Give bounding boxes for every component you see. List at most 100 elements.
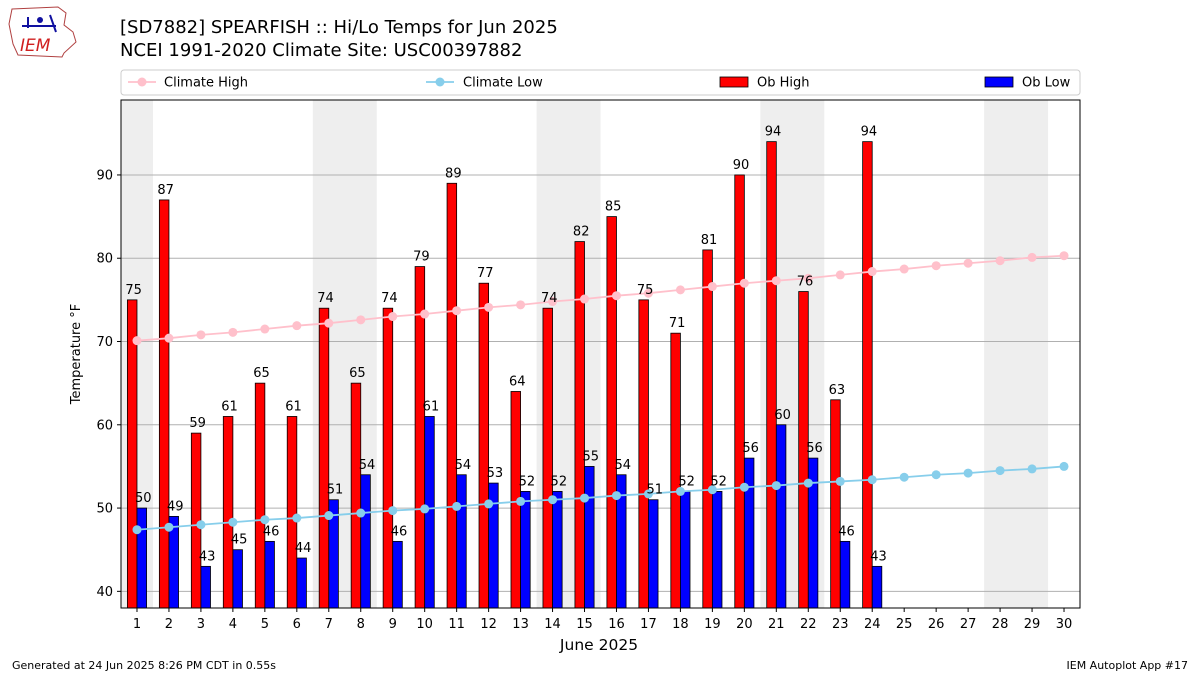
climate-low-point — [899, 472, 909, 482]
climate-low-point — [516, 496, 526, 506]
climate-high-point — [228, 327, 238, 337]
climate-high-point — [484, 302, 494, 312]
high-label: 81 — [701, 233, 718, 248]
low-label: 46 — [838, 524, 855, 539]
generated-timestamp: Generated at 24 Jun 2025 8:26 PM CDT in … — [12, 659, 277, 672]
high-label: 76 — [797, 275, 814, 290]
low-label: 55 — [583, 449, 600, 464]
climate-high-point — [420, 309, 430, 319]
high-label: 82 — [573, 225, 590, 240]
high-bar — [158, 199, 170, 609]
climate-low-point — [228, 517, 238, 527]
climate-high-point — [356, 315, 366, 325]
high-label: 77 — [477, 266, 494, 281]
climate-high-point — [899, 264, 909, 274]
low-bar — [392, 540, 403, 609]
low-label: 53 — [487, 466, 504, 481]
climate-high-point — [1059, 251, 1069, 261]
low-label: 49 — [167, 499, 184, 514]
climate-low-point — [164, 522, 174, 532]
climate-high-point — [835, 270, 845, 280]
low-bar — [232, 549, 243, 609]
climate-low-point — [803, 478, 813, 488]
climate-high-point — [196, 330, 206, 340]
high-bar — [318, 307, 330, 609]
x-tick-label: 23 — [832, 617, 849, 632]
climate-low-point — [548, 495, 558, 505]
high-bar — [542, 307, 553, 609]
low-label: 52 — [519, 474, 536, 489]
y-axis-label: Temperature °F — [69, 304, 84, 405]
low-bar — [584, 466, 595, 609]
high-bar — [862, 141, 873, 609]
x-tick-label: 5 — [261, 617, 269, 632]
climate-high-point — [580, 294, 590, 304]
x-tick-label: 8 — [357, 617, 365, 632]
high-bar — [702, 249, 713, 609]
high-label: 61 — [221, 399, 238, 414]
climate-high-point — [324, 318, 334, 328]
plot-frame — [120, 99, 1081, 609]
high-label: 94 — [861, 125, 878, 140]
high-bar — [670, 332, 681, 609]
legend-label: Ob High — [757, 76, 810, 91]
climate-high-point — [388, 312, 398, 322]
low-bar — [711, 491, 723, 609]
low-bar — [360, 474, 371, 609]
high-bar — [734, 174, 745, 609]
x-tick-label: 16 — [608, 617, 625, 632]
climate-low-point — [388, 506, 398, 516]
x-tick-label: 2 — [165, 617, 173, 632]
legend-label: Climate Low — [463, 76, 543, 91]
high-label: 65 — [349, 366, 366, 381]
climate-high-point — [675, 285, 685, 295]
climate-low-point — [356, 508, 366, 518]
x-tick-label: 10 — [416, 617, 433, 632]
climate-low-point — [611, 491, 621, 501]
x-axis: 1 2 3 4 5 6 7 8 9 10 11 12 13 14 15 16 17 18 19 20 21 22 23 24 2… — [133, 608, 1072, 632]
climate-low-point — [580, 493, 590, 503]
climate-high-point — [292, 321, 302, 331]
high-label: 79 — [413, 250, 430, 265]
x-tick-label: 26 — [928, 617, 945, 632]
climate-low-point — [132, 525, 142, 535]
high-label: 74 — [541, 291, 558, 306]
x-tick-label: 1 — [133, 617, 141, 632]
climate-high-point — [771, 276, 781, 286]
climate-high-point — [516, 300, 526, 310]
high-label: 85 — [605, 200, 622, 215]
climate-low-point — [931, 470, 941, 480]
weekend-band — [984, 100, 1049, 608]
high-bar — [254, 382, 266, 609]
bar-data-labels: 75 87 59 61 65 61 74 65 74 79 89 77 64 74 82 85 75 71 81 90… — [125, 125, 886, 565]
high-bar — [638, 299, 649, 609]
x-tick-label: 20 — [736, 617, 753, 632]
app-credit: IEM Autoplot App #17 — [1066, 659, 1189, 672]
high-bar — [382, 307, 394, 609]
high-label: 90 — [733, 158, 750, 173]
low-bar — [871, 565, 883, 609]
high-label: 75 — [637, 283, 654, 298]
y-axis: 40 50 60 70 80 90 — [96, 168, 121, 600]
low-bar — [456, 474, 467, 609]
low-bar — [296, 557, 307, 609]
climate-low-point — [771, 481, 781, 491]
x-tick-label: 24 — [864, 617, 881, 632]
climate-low-point — [675, 486, 685, 496]
climate-low-point — [1059, 461, 1069, 471]
low-label: 43 — [870, 549, 887, 564]
y-gridlines — [121, 174, 1080, 592]
chart-title: [SD7882] SPEARFISH :: Hi/Lo Temps for Ju… — [120, 17, 558, 38]
x-tick-label: 19 — [704, 617, 721, 632]
climate-low-point — [452, 501, 462, 511]
legend-marker — [137, 77, 147, 87]
climate-lines — [132, 251, 1069, 535]
climate-low-point — [292, 513, 302, 523]
x-tick-label: 30 — [1056, 617, 1073, 632]
low-bar — [743, 457, 755, 609]
x-tick-label: 4 — [229, 617, 237, 632]
low-bar — [552, 491, 563, 609]
low-label: 44 — [295, 541, 312, 556]
high-bar — [830, 399, 841, 609]
x-tick-label: 18 — [672, 617, 689, 632]
